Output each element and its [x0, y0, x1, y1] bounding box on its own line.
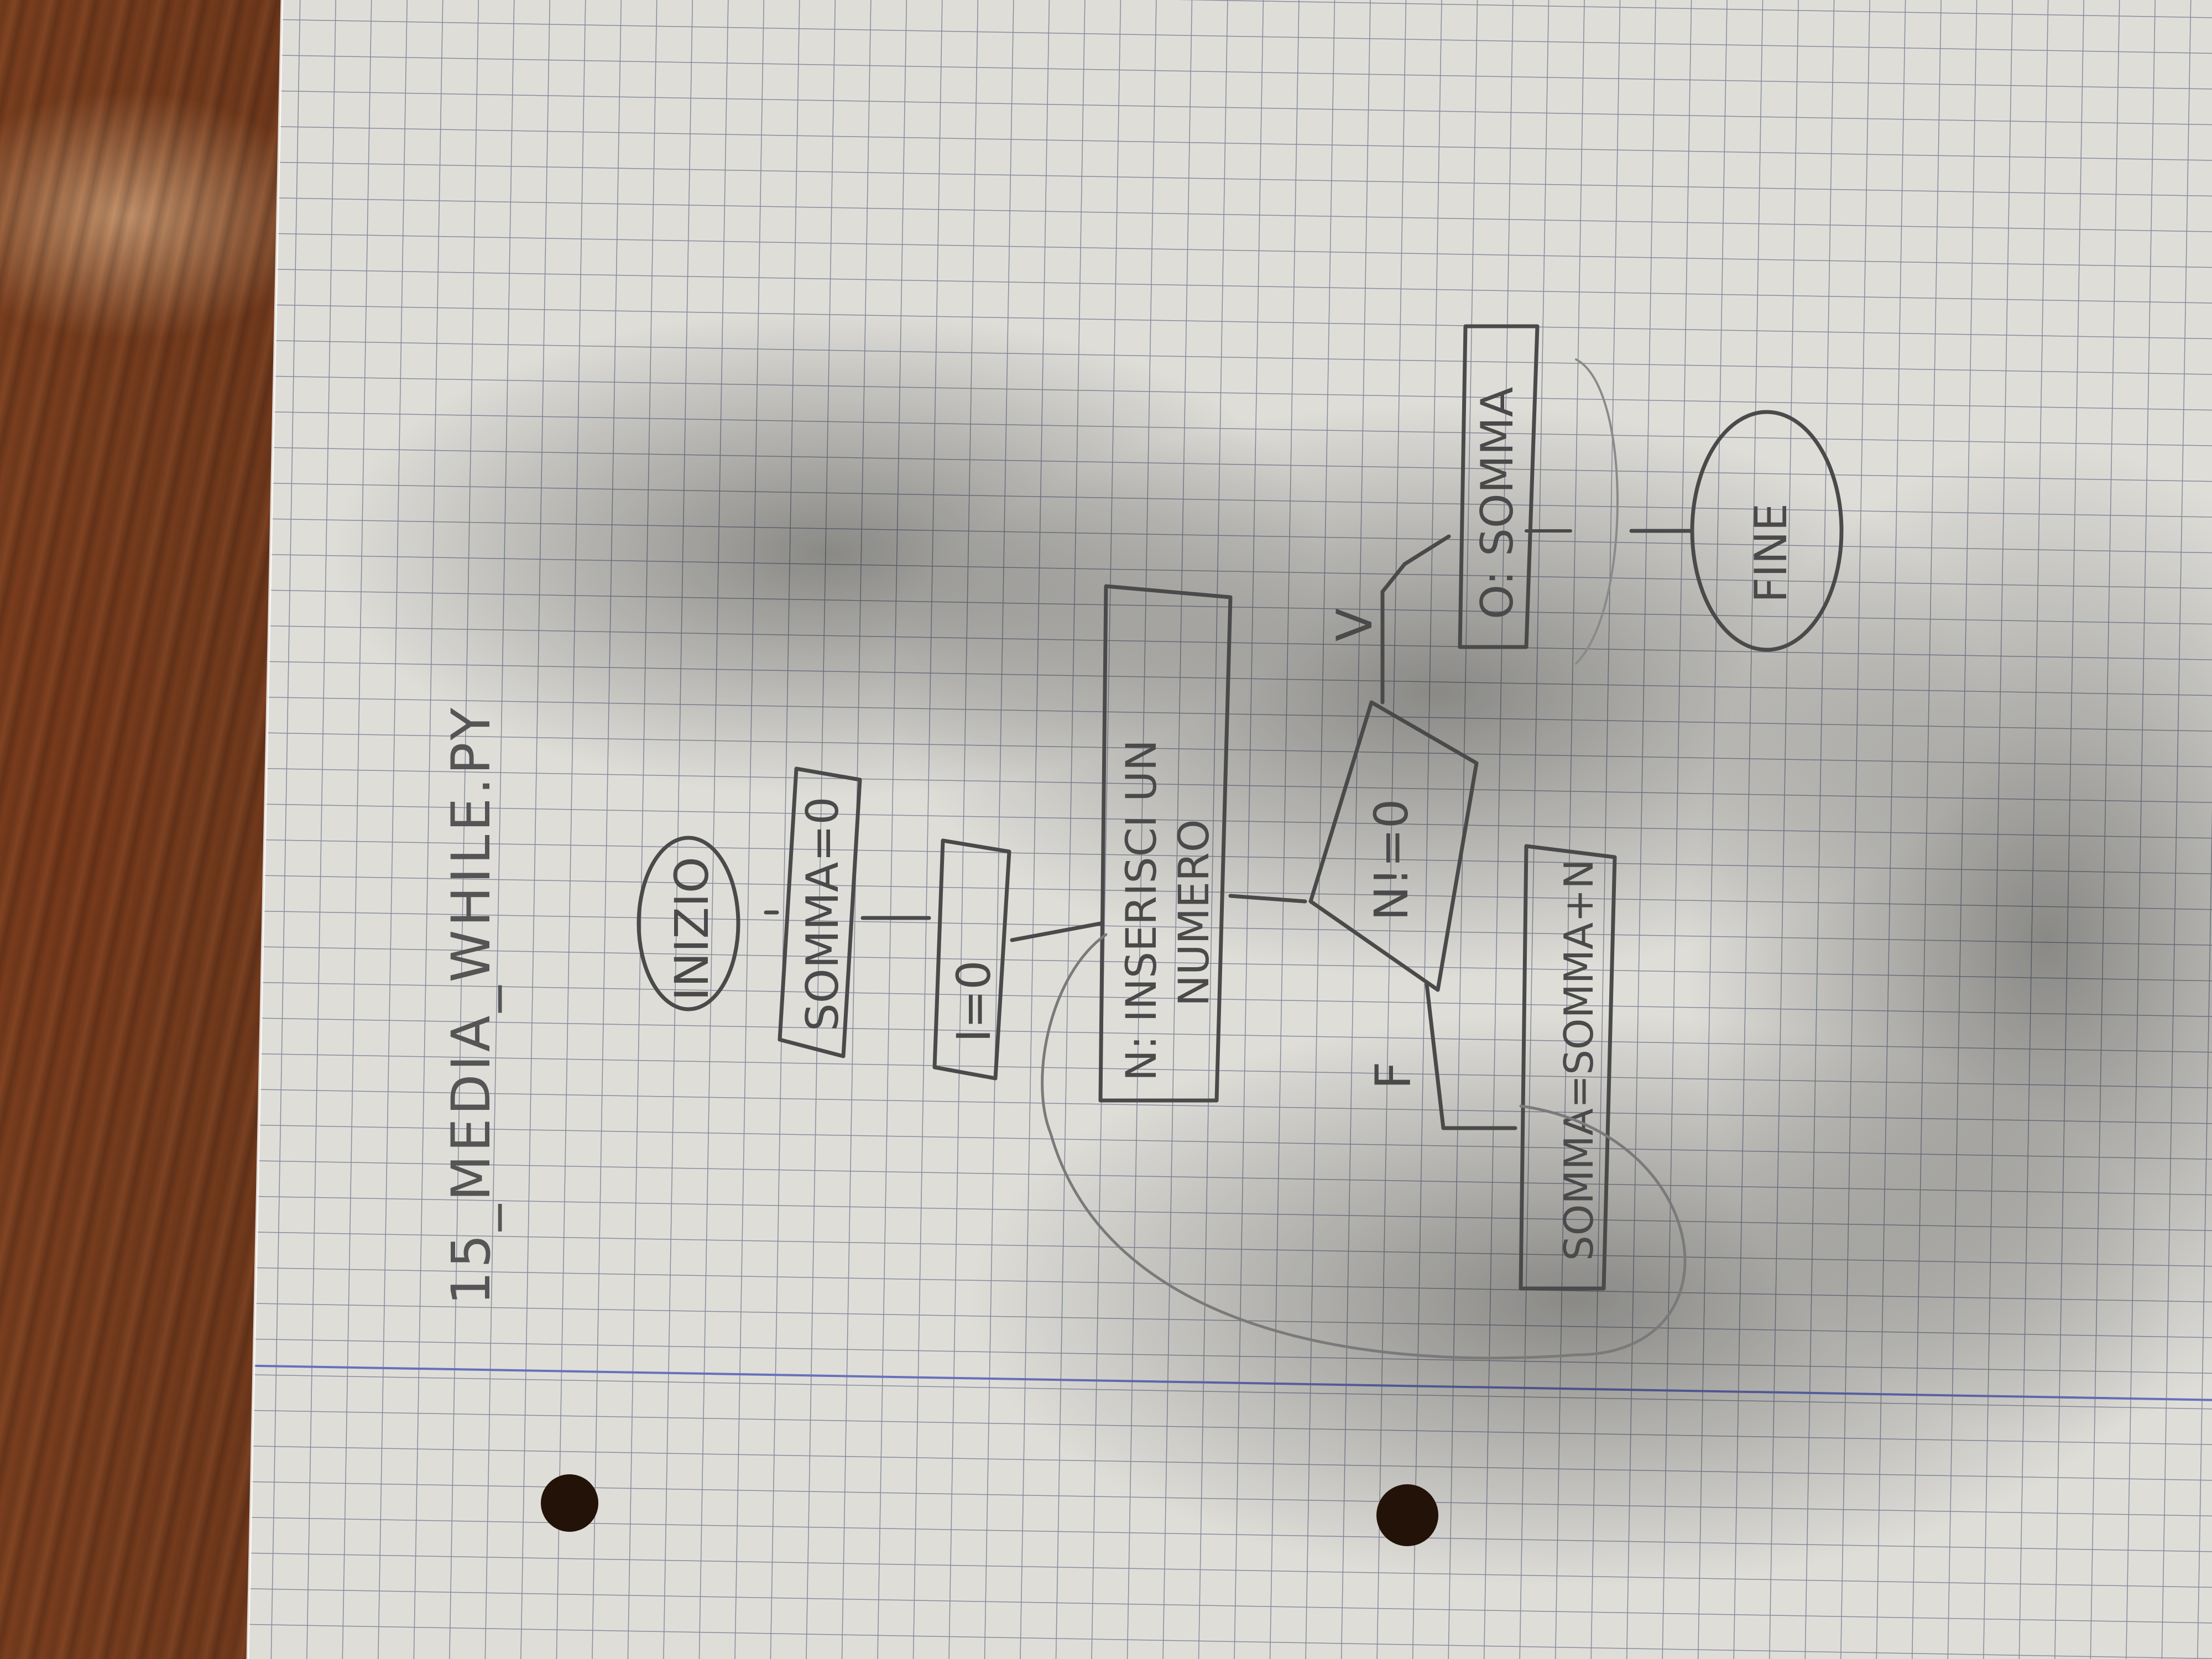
binder-hole-top [541, 1474, 598, 1532]
output-label: O: SOMMA [1472, 387, 1523, 619]
update-label: SOMMA=SOMMA+N [1556, 859, 1602, 1261]
start-terminal [637, 836, 740, 1011]
true-branch-label: V [1326, 608, 1383, 641]
page-title: 15_MEDIA_WHILE.PY [440, 705, 502, 1305]
loop-back-arrow [1041, 933, 1687, 1360]
condition-diamond [1308, 700, 1479, 992]
output-box [1458, 324, 1540, 649]
input-label-line2: NUMERO [1169, 819, 1218, 1006]
init-i-box [932, 838, 1011, 1081]
end-terminal [1690, 410, 1844, 652]
init-i-label: I=0 [947, 960, 1001, 1042]
init-somma-box [778, 766, 862, 1058]
false-branch-line [1425, 982, 1517, 1130]
init-somma-label: SOMMA=0 [797, 797, 848, 1031]
false-branch-label: F [1365, 1061, 1422, 1089]
shadow-right [1687, 442, 2212, 1438]
input-box [1098, 584, 1233, 1103]
true-branch-line [1380, 534, 1451, 705]
input-label-line1: N: INSERISCI UN [1117, 739, 1166, 1081]
end-label: FINE [1745, 503, 1797, 603]
update-box [1519, 844, 1617, 1291]
condition-label: N!=0 [1364, 799, 1418, 921]
binder-hole-bottom [1376, 1484, 1438, 1546]
start-label: INIZIO [665, 857, 719, 1001]
